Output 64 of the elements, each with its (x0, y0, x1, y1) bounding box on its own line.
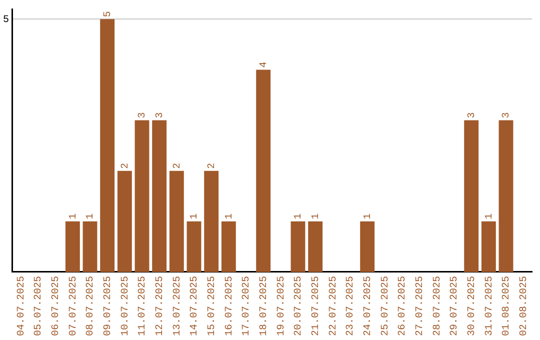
x-tick-label: 28.07.2025 (432, 276, 444, 336)
bar (82, 221, 98, 272)
data-label: 1 (68, 213, 80, 220)
x-tick-label: 29.07.2025 (450, 276, 461, 336)
x-tick-label: 11.07.2025 (138, 276, 149, 336)
x-tick-label: 14.07.2025 (190, 276, 201, 336)
bar (65, 221, 80, 272)
x-tick-label: 25.07.2025 (380, 276, 392, 336)
x-tick-label: 31.07.2025 (484, 276, 496, 336)
data-label: 3 (502, 112, 513, 118)
data-label: 1 (362, 213, 374, 220)
x-tick-label: 10.07.2025 (120, 276, 132, 336)
data-label: 2 (206, 162, 218, 169)
x-tick-label: 21.07.2025 (310, 276, 322, 336)
x-tick-label: 06.07.2025 (50, 276, 62, 336)
data-label: 2 (120, 162, 132, 169)
data-label: 1 (294, 213, 305, 220)
data-label: 2 (172, 162, 184, 169)
x-tick-label: 12.07.2025 (154, 276, 166, 336)
x-tick-label: 24.07.2025 (362, 276, 374, 336)
x-tick-label: 20.07.2025 (294, 276, 305, 336)
data-label: 1 (310, 213, 322, 220)
bar (204, 170, 219, 272)
bar (186, 221, 202, 272)
bar (464, 120, 479, 272)
bar (117, 170, 132, 272)
x-tick-label: 27.07.2025 (414, 276, 426, 336)
data-label: 5 (102, 11, 114, 18)
x-tick-label: 01.08.2025 (502, 276, 513, 336)
data-label: 4 (258, 62, 270, 68)
data-label: 1 (190, 213, 201, 220)
x-tick-label: 18.07.2025 (258, 276, 270, 336)
x-tick-label: 13.07.2025 (172, 276, 184, 336)
x-tick-label: 17.07.2025 (242, 276, 253, 336)
x-tick-label: 04.07.2025 (16, 276, 28, 336)
bar (169, 170, 184, 272)
bar (360, 221, 375, 272)
bar (498, 120, 514, 272)
bar (481, 221, 496, 272)
x-tick-label: 16.07.2025 (224, 276, 236, 336)
x-tick-label: 15.07.2025 (206, 276, 218, 336)
bar (308, 221, 323, 272)
x-tick-label: 30.07.2025 (466, 276, 478, 336)
x-tick-label: 05.07.2025 (34, 276, 45, 336)
data-label: 1 (484, 213, 496, 220)
x-tick-label: 09.07.2025 (102, 276, 114, 336)
x-tick-label: 26.07.2025 (398, 276, 409, 336)
bar (152, 120, 167, 272)
data-label: 3 (466, 112, 478, 118)
x-tick-label: 22.07.2025 (328, 276, 340, 336)
bar (134, 120, 150, 272)
data-label: 3 (154, 112, 166, 118)
x-tick-label: 19.07.2025 (276, 276, 288, 336)
bar (221, 221, 236, 272)
bar (256, 70, 271, 272)
x-tick-label: 23.07.2025 (346, 276, 357, 336)
data-label: 1 (224, 213, 236, 220)
data-label: 1 (86, 213, 97, 220)
bar (290, 221, 306, 272)
x-tick-label: 02.08.2025 (518, 276, 530, 336)
data-label: 3 (138, 112, 149, 118)
x-tick-label: 07.07.2025 (68, 276, 80, 336)
x-tick-label: 08.07.2025 (86, 276, 97, 336)
bar (100, 19, 115, 272)
